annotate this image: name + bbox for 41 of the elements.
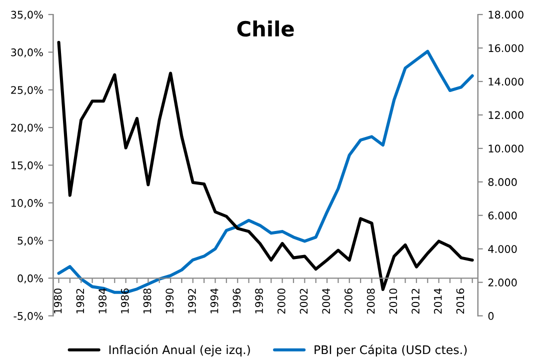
y2-tick-label: 16.000 xyxy=(488,44,524,52)
legend-label: Inflación Anual (eje izq.) xyxy=(109,344,250,356)
y-tick-label: 15,0% xyxy=(11,161,43,170)
x-tick-label: 1992 xyxy=(188,288,196,314)
x-tick-label: 1998 xyxy=(255,288,263,314)
y-tick-label: 5,0% xyxy=(18,236,43,246)
x-tick-label: 1986 xyxy=(120,288,129,314)
x-tick-label: 2004 xyxy=(322,288,330,314)
y2-tick-label: 2.000 xyxy=(488,278,517,286)
x-tick-label: 2006 xyxy=(344,288,352,314)
chart-title: Chile xyxy=(237,20,294,37)
x-tick-label: 2008 xyxy=(366,288,375,314)
y2-tick-label: 14.000 xyxy=(488,78,524,86)
y-tick-label: 35,0% xyxy=(11,10,43,20)
x-tick-label: 1996 xyxy=(232,288,241,314)
x-tick-label: 1982 xyxy=(76,288,84,314)
y2-tick-label: 6.000 xyxy=(488,212,517,220)
y2-tick-label: 8.000 xyxy=(488,178,517,186)
y-tick-label: 0,0% xyxy=(18,274,43,284)
y-tick-label: -5,0% xyxy=(14,312,43,321)
x-tick-label: 2000 xyxy=(277,288,286,314)
x-tick-label: 2014 xyxy=(434,288,442,314)
y-tick-label: 25,0% xyxy=(11,86,43,96)
y2-tick-label: 12.000 xyxy=(488,111,524,120)
x-tick-label: 1990 xyxy=(166,288,174,314)
y2-tick-label: 4.000 xyxy=(488,245,517,253)
x-tick-label: 2016 xyxy=(456,288,464,314)
y2-tick-label: 10.000 xyxy=(488,144,524,153)
legend-label: PBI per Cápita (USD ctes.) xyxy=(314,344,467,356)
x-tick-label: 1988 xyxy=(143,288,152,314)
y-tick-label: 10,0% xyxy=(11,199,43,208)
x-tick-label: 2010 xyxy=(389,288,398,314)
x-tick-label: 1984 xyxy=(98,288,106,314)
y-tick-label: 20,0% xyxy=(11,124,43,133)
x-tick-label: 2012 xyxy=(412,288,420,314)
y2-tick-label: 18.000 xyxy=(488,10,524,19)
x-tick-label: 1994 xyxy=(210,288,218,314)
x-tick-label: 2002 xyxy=(300,288,308,314)
y2-tick-label: 0 xyxy=(488,312,494,320)
x-tick-label: 1980 xyxy=(54,288,62,314)
y-tick-label: 30,0% xyxy=(11,48,43,58)
